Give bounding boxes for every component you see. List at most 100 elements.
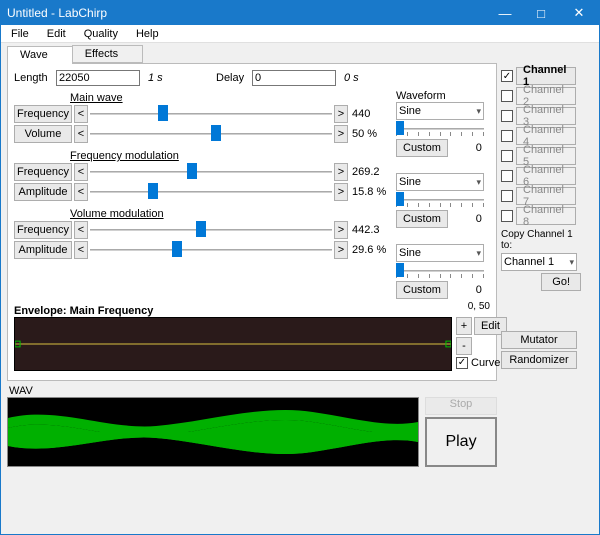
channel-7-button[interactable]: Channel 7 (516, 187, 576, 205)
waveform-select-1[interactable]: Sine▾ (396, 102, 484, 120)
channel-3-checkbox[interactable] (501, 110, 513, 122)
go-button[interactable]: Go! (541, 273, 581, 291)
tab-effects[interactable]: Effects (72, 45, 143, 63)
volmod-frequency-value: 442.3 (350, 224, 392, 236)
channel-5-button[interactable]: Channel 5 (516, 147, 576, 165)
envelope-readout: 0, 50 (468, 301, 490, 317)
maximize-button[interactable]: □ (523, 1, 559, 25)
mainwave-volume-dec[interactable]: < (74, 125, 88, 143)
stop-button[interactable]: Stop (425, 397, 497, 415)
freqmod-frequency-dec[interactable]: < (74, 163, 88, 181)
menu-quality[interactable]: Quality (78, 27, 124, 41)
volmod-amplitude-dec[interactable]: < (74, 241, 88, 259)
minimize-button[interactable]: — (487, 1, 523, 25)
env-curve-checkbox[interactable]: ✓Curve (456, 357, 500, 369)
waveform-select-2[interactable]: Sine▾ (396, 173, 484, 191)
channel-1-button[interactable]: Channel 1 (516, 67, 576, 85)
copy-channel-label: Copy Channel 1 to: (501, 229, 581, 251)
freqmod-amplitude-inc[interactable]: > (334, 183, 348, 201)
env-plus-button[interactable]: + (456, 317, 472, 335)
channel-8-button[interactable]: Channel 8 (516, 207, 576, 225)
channel-6-button[interactable]: Channel 6 (516, 167, 576, 185)
length-label: Length (14, 72, 52, 84)
waveform-offset-slider-3[interactable] (396, 262, 484, 280)
freqmod-amplitude-value: 15.8 % (350, 186, 392, 198)
mainwave-volume-value: 50 % (350, 128, 392, 140)
waveform-custom-3[interactable]: Custom (396, 281, 448, 299)
freqmod-frequency-inc[interactable]: > (334, 163, 348, 181)
channel-5-checkbox[interactable] (501, 150, 513, 162)
envelope-title: Envelope: Main Frequency (14, 305, 153, 317)
waveform-select-3[interactable]: Sine▾ (396, 244, 484, 262)
volmod-frequency-inc[interactable]: > (334, 221, 348, 239)
channel-7-checkbox[interactable] (501, 190, 513, 202)
waveform-custom-2[interactable]: Custom (396, 210, 448, 228)
delay-input[interactable]: 0 (252, 70, 336, 86)
section-freq-mod: Frequency modulation (70, 150, 179, 162)
freqmod-amplitude-dec[interactable]: < (74, 183, 88, 201)
volmod-frequency-dec[interactable]: < (74, 221, 88, 239)
channel-2-button[interactable]: Channel 2 (516, 87, 576, 105)
mainwave-frequency-slider[interactable] (90, 104, 332, 124)
tab-strip: Wave Effects (7, 45, 497, 64)
waveform-offset-slider-1[interactable] (396, 120, 484, 138)
mutator-button[interactable]: Mutator (501, 331, 577, 349)
freqmod-amplitude-slider[interactable] (90, 182, 332, 202)
wav-label: WAV (9, 385, 497, 397)
freqmod-amplitude-label-button[interactable]: Amplitude (14, 183, 72, 201)
copy-target-value: Channel 1 (504, 256, 554, 268)
volmod-amplitude-value: 29.6 % (350, 244, 392, 256)
channel-4-checkbox[interactable] (501, 130, 513, 142)
envelope-canvas[interactable] (14, 317, 452, 374)
sliders-column: Main wave Frequency<>440 Volume<>50 % Fr… (14, 88, 392, 299)
volmod-frequency-slider[interactable] (90, 220, 332, 240)
menu-edit[interactable]: Edit (41, 27, 72, 41)
channel-6-checkbox[interactable] (501, 170, 513, 182)
channel-1-checkbox[interactable]: ✓ (501, 70, 513, 82)
copy-target-select[interactable]: Channel 1▾ (501, 253, 577, 271)
channel-4-button[interactable]: Channel 4 (516, 127, 576, 145)
env-minus-button[interactable]: - (456, 337, 472, 355)
play-button[interactable]: Play (425, 417, 497, 467)
mainwave-frequency-label-button[interactable]: Frequency (14, 105, 72, 123)
freqmod-frequency-value: 269.2 (350, 166, 392, 178)
app-window: Untitled - LabChirp — □ ✕ File Edit Qual… (0, 0, 600, 535)
waveform-header: Waveform (396, 90, 446, 102)
wav-preview (7, 397, 419, 467)
delay-label: Delay (216, 72, 248, 84)
length-unit: 1 s (144, 72, 184, 84)
close-button[interactable]: ✕ (559, 1, 599, 25)
volmod-amplitude-label-button[interactable]: Amplitude (14, 241, 72, 259)
volmod-amplitude-inc[interactable]: > (334, 241, 348, 259)
menu-help[interactable]: Help (130, 27, 165, 41)
volmod-amplitude-slider[interactable] (90, 240, 332, 260)
channel-3-button[interactable]: Channel 3 (516, 107, 576, 125)
window-title: Untitled - LabChirp (7, 6, 487, 20)
freqmod-frequency-slider[interactable] (90, 162, 332, 182)
volmod-frequency-label-button[interactable]: Frequency (14, 221, 72, 239)
length-input[interactable]: 22050 (56, 70, 140, 86)
freqmod-frequency-label-button[interactable]: Frequency (14, 163, 72, 181)
section-vol-mod: Volume modulation (70, 208, 164, 220)
menu-file[interactable]: File (5, 27, 35, 41)
waveform-zero-2: 0 (452, 213, 482, 225)
randomizer-button[interactable]: Randomizer (501, 351, 577, 369)
titlebar[interactable]: Untitled - LabChirp — □ ✕ (1, 1, 599, 25)
mainwave-frequency-value: 440 (350, 108, 392, 120)
waveform-offset-slider-2[interactable] (396, 191, 484, 209)
wave-panel: Length 22050 1 s Delay 0 0 s Main wave F… (7, 64, 497, 381)
mainwave-frequency-dec[interactable]: < (74, 105, 88, 123)
waveform-custom-1[interactable]: Custom (396, 139, 448, 157)
waveform-column: Waveform Sine▾ Custom 0 Sine▾ Custom 0 Sine▾… (396, 88, 490, 299)
section-main-wave: Main wave (70, 92, 123, 104)
waveform-zero-1: 0 (452, 142, 482, 154)
channel-2-checkbox[interactable] (501, 90, 513, 102)
mainwave-volume-inc[interactable]: > (334, 125, 348, 143)
delay-unit: 0 s (340, 72, 359, 84)
menubar: File Edit Quality Help (1, 25, 599, 43)
mainwave-frequency-inc[interactable]: > (334, 105, 348, 123)
mainwave-volume-label-button[interactable]: Volume (14, 125, 72, 143)
mainwave-volume-slider[interactable] (90, 124, 332, 144)
channel-8-checkbox[interactable] (501, 210, 513, 222)
tab-wave[interactable]: Wave (7, 46, 73, 64)
